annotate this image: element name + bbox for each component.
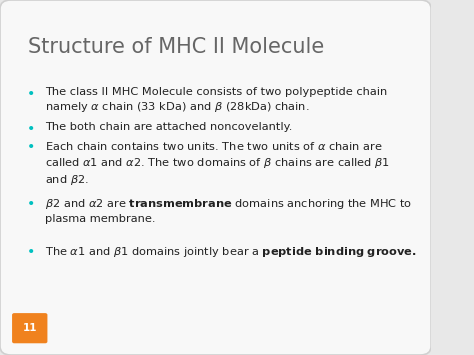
FancyBboxPatch shape [0, 0, 431, 355]
Text: •: • [27, 140, 35, 154]
Text: •: • [27, 245, 35, 259]
Text: $\beta$2 and $\alpha$2 are $\mathbf{transmembrane}$ domains anchoring the MHC to: $\beta$2 and $\alpha$2 are $\mathbf{tran… [45, 197, 412, 224]
Text: The both chain are attached noncovelantly.: The both chain are attached noncovelantl… [45, 122, 292, 132]
Text: •: • [27, 87, 35, 101]
FancyBboxPatch shape [12, 313, 47, 343]
Text: Each chain contains two units. The two units of $\alpha$ chain are
called $\alph: Each chain contains two units. The two u… [45, 140, 390, 187]
Text: 11: 11 [22, 323, 37, 333]
Text: •: • [27, 122, 35, 136]
Text: Structure of MHC II Molecule: Structure of MHC II Molecule [28, 37, 324, 57]
Text: The class II MHC Molecule consists of two polypeptide chain
namely $\alpha$ chai: The class II MHC Molecule consists of tw… [45, 87, 388, 114]
Text: •: • [27, 197, 35, 211]
Text: The $\alpha$1 and $\beta$1 domains jointly bear a $\mathbf{peptide\ binding\ gro: The $\alpha$1 and $\beta$1 domains joint… [45, 245, 417, 259]
